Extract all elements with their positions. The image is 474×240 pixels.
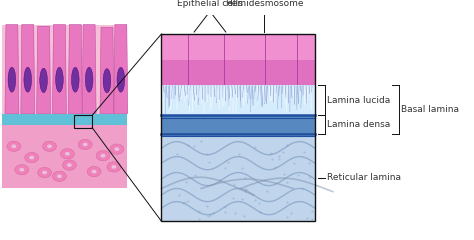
Ellipse shape (25, 152, 38, 163)
Ellipse shape (65, 152, 70, 156)
Polygon shape (2, 125, 127, 188)
Bar (162, 34, 315, 85)
Polygon shape (82, 24, 96, 114)
Ellipse shape (111, 165, 117, 169)
Text: Hemidesmosome: Hemidesmosome (225, 0, 304, 8)
Bar (74, 115, 92, 128)
Ellipse shape (7, 141, 21, 151)
Polygon shape (2, 114, 127, 125)
Ellipse shape (43, 141, 56, 151)
Ellipse shape (55, 67, 63, 92)
Text: Lamina lucida: Lamina lucida (327, 96, 390, 105)
Polygon shape (114, 24, 128, 114)
Ellipse shape (11, 144, 16, 148)
Bar (162, 85, 315, 115)
Bar (162, 134, 315, 221)
Ellipse shape (72, 67, 79, 92)
Ellipse shape (78, 139, 92, 150)
Bar (162, 115, 315, 134)
Ellipse shape (24, 67, 32, 92)
Ellipse shape (37, 167, 52, 178)
Polygon shape (36, 26, 51, 114)
Ellipse shape (8, 67, 16, 92)
Ellipse shape (15, 165, 29, 175)
Ellipse shape (42, 171, 47, 174)
Ellipse shape (103, 69, 111, 93)
Ellipse shape (47, 144, 52, 148)
Ellipse shape (114, 147, 119, 151)
Polygon shape (53, 24, 66, 114)
Ellipse shape (87, 167, 101, 177)
Ellipse shape (85, 67, 93, 92)
Text: Epithelial cells: Epithelial cells (177, 0, 243, 8)
Text: Reticular lamina: Reticular lamina (327, 173, 401, 182)
Ellipse shape (100, 154, 106, 157)
Polygon shape (21, 24, 35, 114)
Ellipse shape (82, 143, 88, 146)
Polygon shape (68, 24, 82, 114)
Polygon shape (5, 24, 19, 114)
Ellipse shape (60, 149, 74, 159)
Ellipse shape (29, 156, 34, 159)
Ellipse shape (63, 160, 76, 170)
Polygon shape (100, 27, 114, 114)
Ellipse shape (117, 67, 125, 92)
Bar (162, 34, 315, 60)
Ellipse shape (19, 168, 24, 172)
Bar (162, 34, 315, 221)
Ellipse shape (107, 162, 121, 172)
Text: Lamina densa: Lamina densa (327, 120, 390, 129)
Text: Basal lamina: Basal lamina (401, 105, 459, 114)
Ellipse shape (91, 170, 97, 174)
Ellipse shape (57, 174, 62, 178)
Ellipse shape (96, 150, 110, 161)
Ellipse shape (53, 171, 66, 181)
Ellipse shape (110, 144, 124, 154)
Polygon shape (2, 24, 127, 188)
Ellipse shape (40, 68, 47, 93)
Ellipse shape (67, 163, 72, 167)
